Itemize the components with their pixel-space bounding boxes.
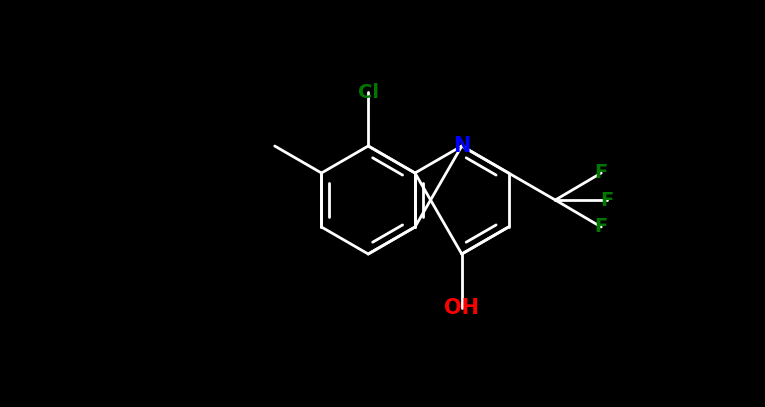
Text: OH: OH [444, 298, 479, 318]
Text: F: F [594, 164, 608, 182]
Text: F: F [600, 190, 614, 210]
Text: F: F [594, 217, 608, 236]
Text: N: N [453, 136, 470, 156]
Text: Cl: Cl [358, 83, 379, 101]
